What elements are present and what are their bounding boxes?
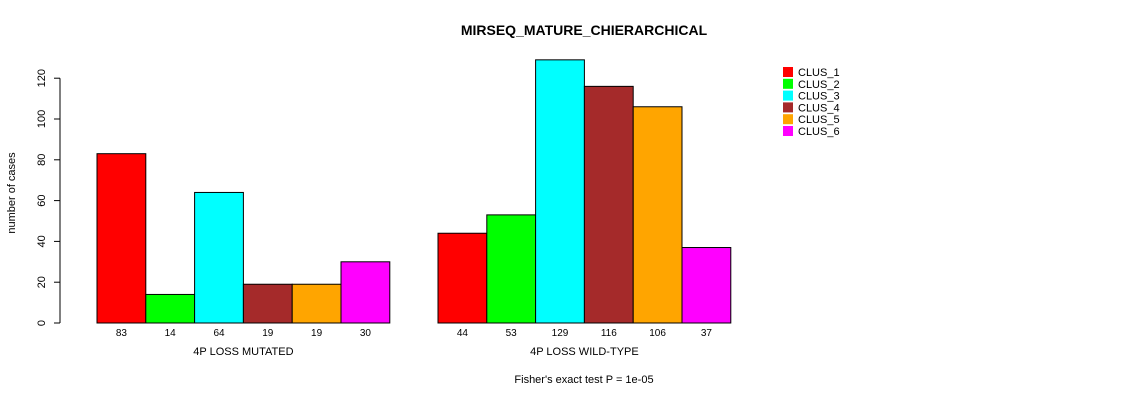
chart-title: MIRSEQ_MATURE_CHIERARCHICAL — [461, 22, 708, 38]
legend-swatch — [783, 102, 793, 113]
y-tick-label: 120 — [36, 69, 48, 87]
y-tick-label: 0 — [36, 320, 48, 326]
bar-clus-4-group-2 — [583, 85, 634, 324]
y-tick-label: 60 — [36, 194, 48, 206]
bars — [96, 59, 732, 324]
y-axis: 0 20 40 60 80 100 120 — [36, 69, 61, 326]
group-label: 4P LOSS WILD-TYPE — [530, 346, 639, 358]
bar-value-label: 37 — [701, 328, 713, 339]
legend-entry: CLUS_2 — [798, 79, 840, 91]
bar-clus-4-group-1 — [242, 283, 293, 324]
legend-entry: CLUS_3 — [798, 91, 840, 103]
bar-clus-1-group-1 — [96, 153, 147, 324]
legend-swatch — [783, 78, 793, 89]
legend-swatch — [783, 90, 793, 101]
bar-value-label: 30 — [360, 328, 372, 339]
y-tick-label: 80 — [36, 154, 48, 166]
y-tick-label: 40 — [36, 235, 48, 247]
group-labels: 83 14 64 19 19 30 4P LOSS MUTATED 44 53 129 116 106… — [116, 328, 713, 358]
bar-value-label: 19 — [262, 328, 274, 339]
y-tick-label: 20 — [36, 276, 48, 288]
bar-value-label: 116 — [601, 328, 617, 339]
bar-value-label: 14 — [165, 328, 177, 339]
bar-value-label: 44 — [457, 328, 469, 339]
legend-entry: CLUS_1 — [798, 67, 840, 79]
legend-swatch — [783, 126, 793, 136]
bar-value-label: 53 — [506, 328, 518, 339]
legend-swatch — [783, 114, 793, 125]
footnote: Fisher's exact test P = 1e-05 — [514, 374, 653, 386]
legend-entry: CLUS_5 — [798, 114, 840, 126]
y-axis-label: number of cases — [6, 152, 18, 234]
legend-entry: CLUS_4 — [798, 102, 840, 114]
bar-value-label: 19 — [311, 328, 323, 339]
bar-value-label: 106 — [649, 328, 666, 339]
bar-clus-3-group-2 — [535, 59, 585, 324]
bar-value-label: 64 — [213, 328, 225, 339]
bar-clus-5-group-1 — [291, 283, 342, 324]
legend-swatch — [783, 67, 793, 77]
y-tick-label: 100 — [36, 110, 48, 128]
bar-clus-6-group-1 — [340, 261, 391, 324]
bar-clus-2-group-2 — [486, 214, 537, 324]
bar-clus-2-group-1 — [145, 293, 196, 324]
bar-clus-5-group-2 — [632, 106, 683, 324]
bar-clus-1-group-2 — [437, 232, 488, 324]
group-label: 4P LOSS MUTATED — [193, 346, 293, 358]
bar-value-label: 83 — [116, 328, 128, 339]
bar-clus-6-group-2 — [681, 247, 732, 324]
legend-entry: CLUS_6 — [798, 126, 840, 138]
bar-clus-3-group-1 — [194, 191, 244, 324]
bar-value-label: 129 — [552, 328, 569, 339]
